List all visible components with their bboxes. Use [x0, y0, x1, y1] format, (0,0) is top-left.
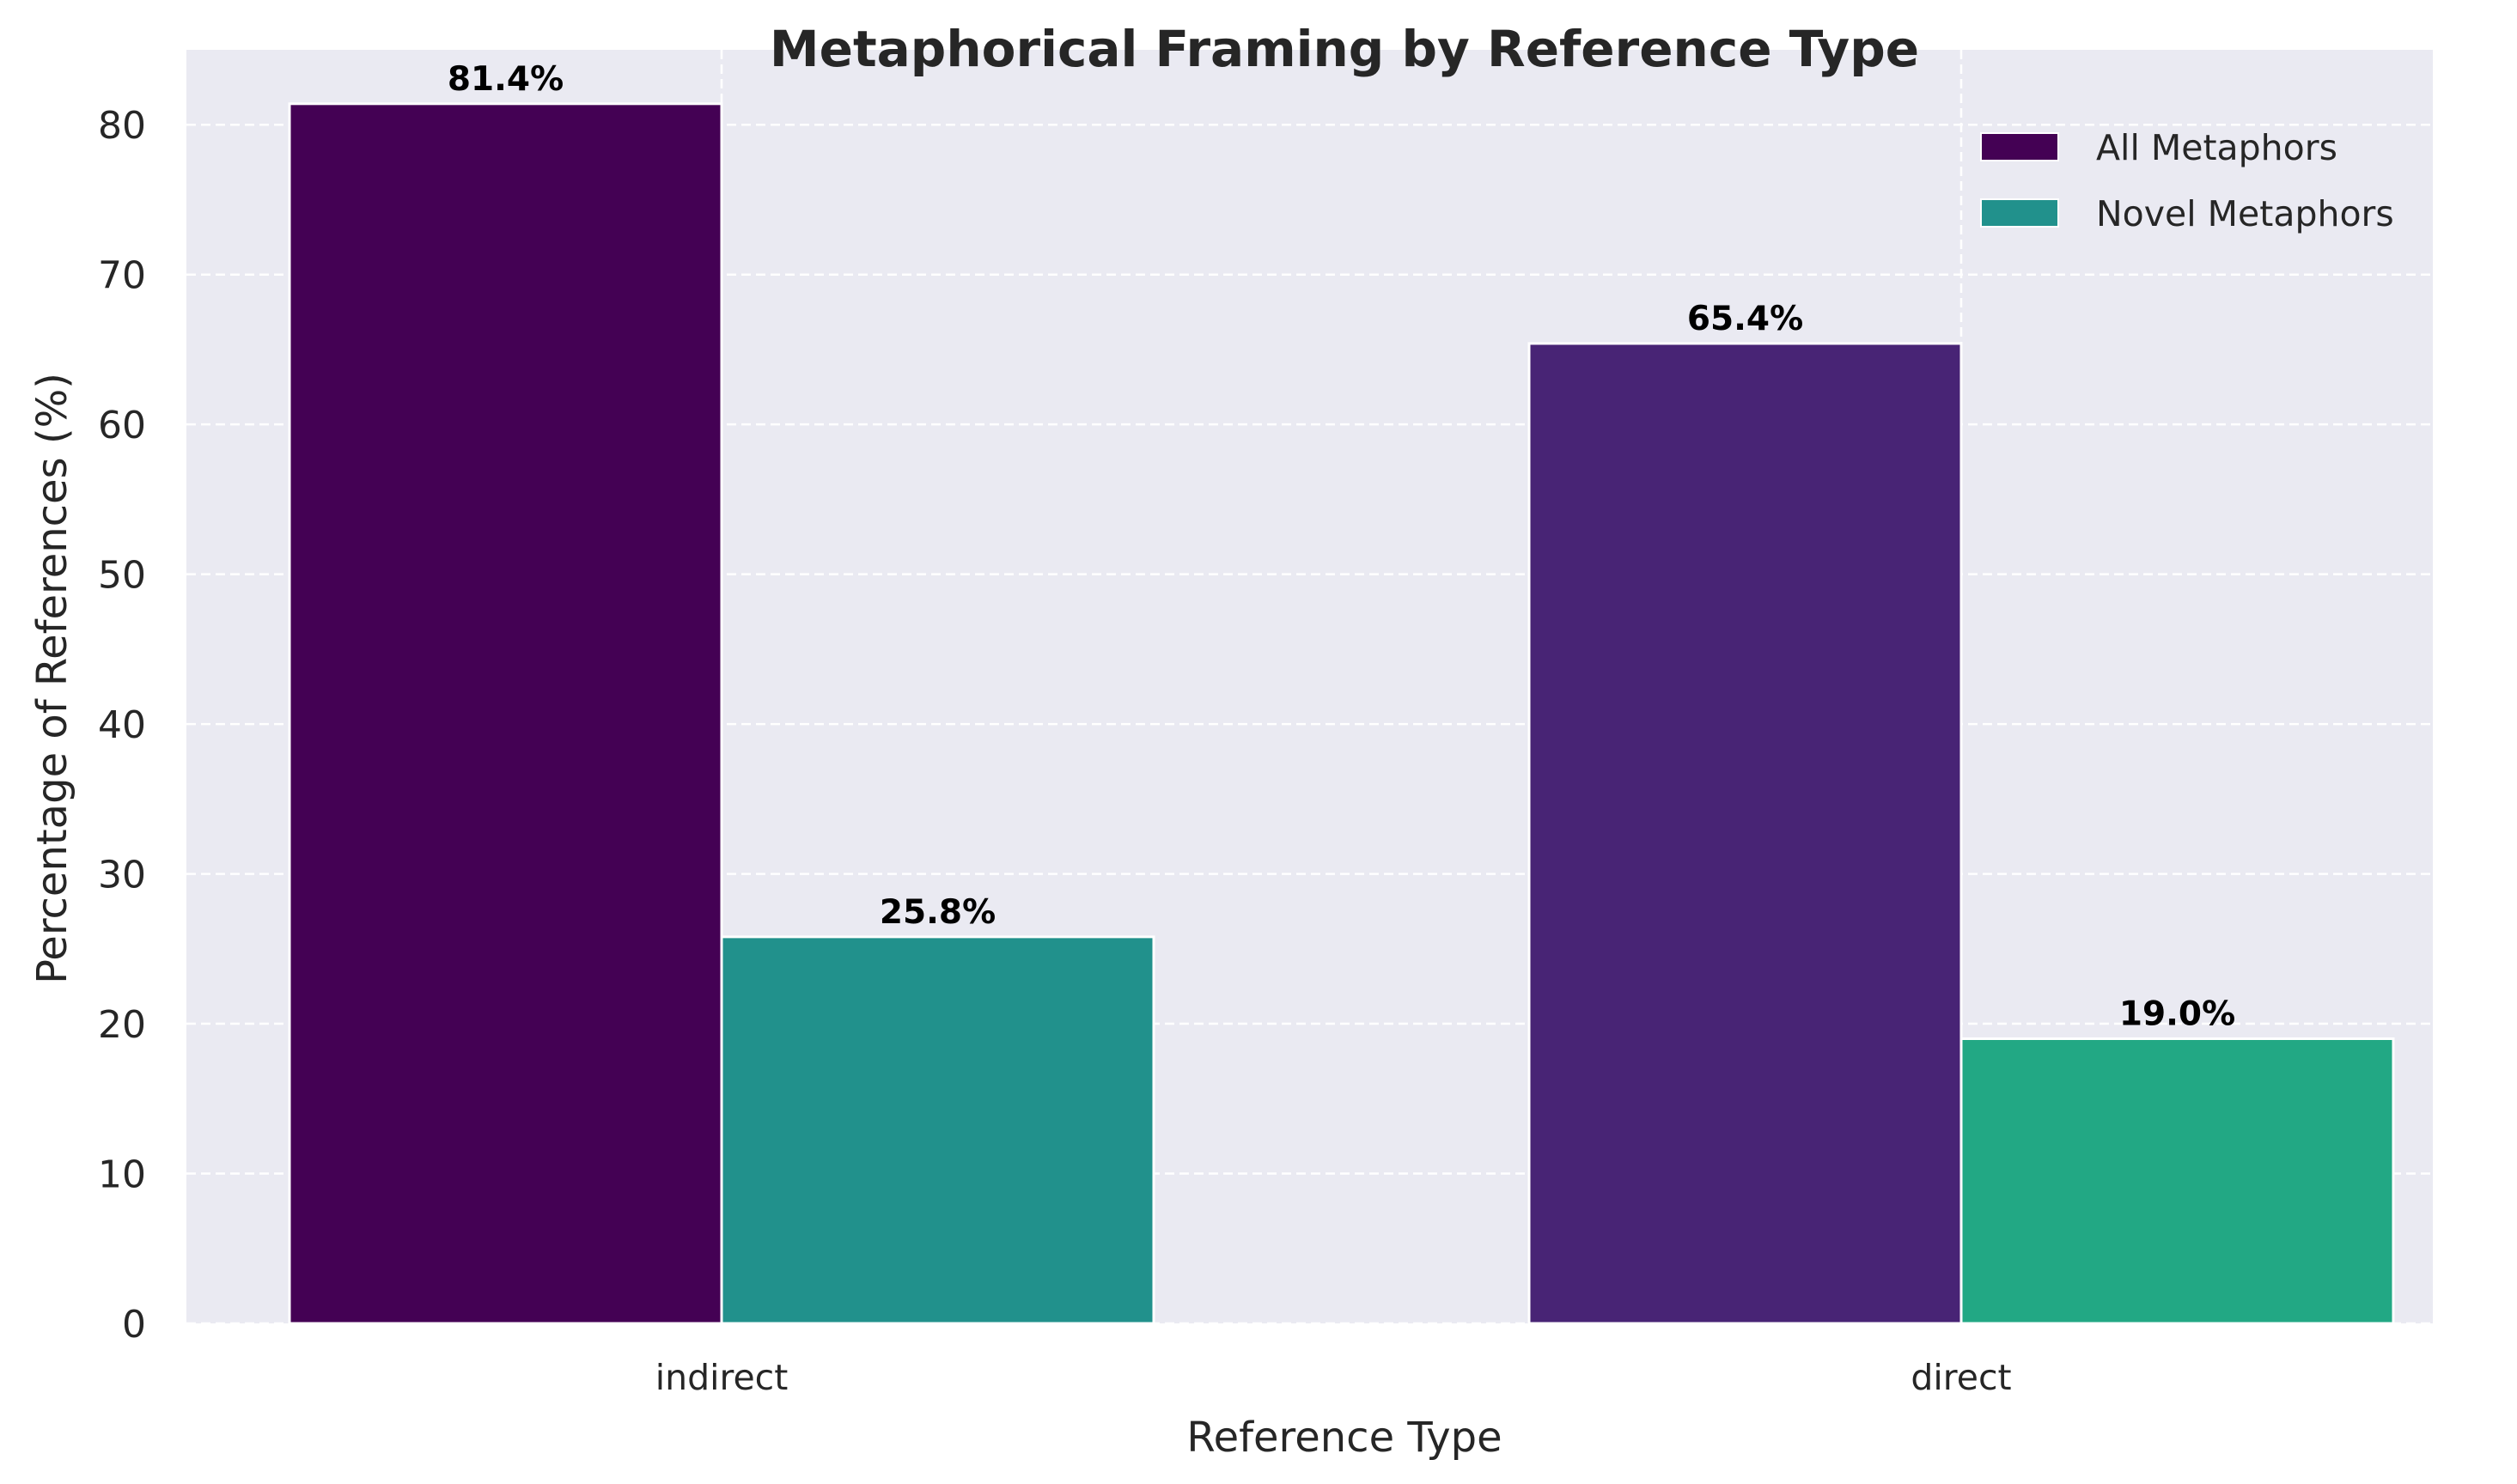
y-tick-label: 50: [98, 554, 146, 598]
data-labels: 81.4% 65.4% 25.8% 19.0%: [448, 60, 2235, 1034]
y-tick-label: 0: [122, 1303, 146, 1347]
data-label-novel-metaphors-indirect: 25.8%: [880, 893, 996, 932]
bar-novel-metaphors-direct: [1959, 1037, 2395, 1325]
y-axis-label: Percentage of References (%): [28, 373, 76, 984]
legend: All Metaphors Novel Metaphors: [1980, 127, 2394, 234]
x-axis-label: Reference Type: [1186, 1414, 1502, 1462]
y-tick-label: 80: [98, 104, 146, 148]
y-tick-label: 40: [98, 703, 146, 747]
y-tick-label: 10: [98, 1153, 146, 1197]
data-label-novel-metaphors-direct: 19.0%: [2119, 995, 2235, 1034]
legend-label-all-metaphors: All Metaphors: [2096, 127, 2337, 168]
y-tick-label: 30: [98, 854, 146, 897]
y-tick-label: 20: [98, 1003, 146, 1047]
x-tick-label-direct: direct: [1911, 1357, 2011, 1398]
bar-all-metaphors-direct: [1527, 342, 1963, 1325]
legend-label-novel-metaphors: Novel Metaphors: [2096, 193, 2394, 234]
chart-title: Metaphorical Framing by Reference Type: [770, 20, 1919, 78]
y-tick-label: 70: [98, 254, 146, 298]
bars: [288, 102, 2395, 1325]
legend-swatch-novel-metaphors: [1980, 198, 2059, 228]
legend-swatch-all-metaphors: [1980, 132, 2059, 161]
data-label-all-metaphors-indirect: 81.4%: [448, 60, 564, 99]
bar-all-metaphors-indirect: [288, 102, 723, 1325]
y-axis-ticks: 0 10 20 30 40 50 60 70 80: [98, 104, 146, 1347]
x-axis-ticks: indirect direct: [655, 1357, 2012, 1398]
data-label-all-metaphors-direct: 65.4%: [1687, 300, 1803, 338]
bar-novel-metaphors-indirect: [720, 935, 1155, 1325]
x-tick-label-indirect: indirect: [655, 1357, 789, 1398]
y-tick-label: 60: [98, 404, 146, 447]
